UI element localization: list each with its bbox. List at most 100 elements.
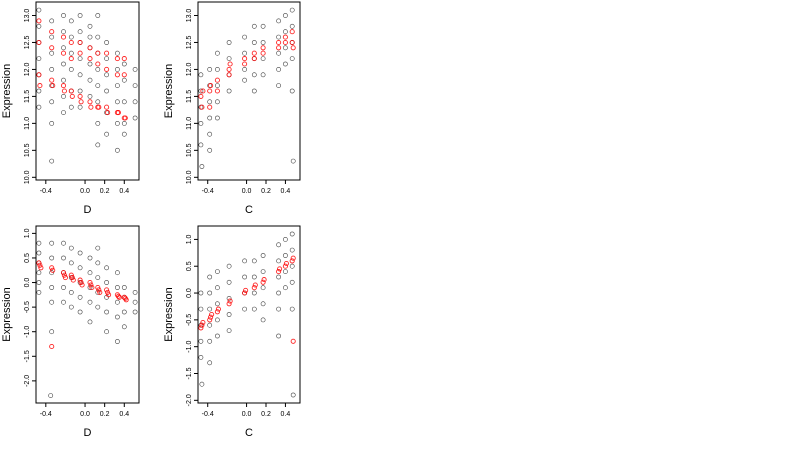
fitted-point xyxy=(49,77,55,83)
data-point xyxy=(251,88,257,94)
data-point xyxy=(132,83,138,88)
fitted-point xyxy=(283,260,289,267)
fitted-point xyxy=(36,260,42,266)
data-point xyxy=(242,34,247,40)
fitted-point xyxy=(199,104,205,110)
data-point xyxy=(207,290,213,296)
data-point xyxy=(68,104,74,110)
data-point xyxy=(260,285,266,291)
y-tick-label: -0.5 xyxy=(24,301,31,313)
fitted-point xyxy=(208,83,214,89)
y-axis-label: Expression xyxy=(1,64,13,118)
data-point xyxy=(282,61,288,67)
fitted-point xyxy=(61,88,67,94)
data-point xyxy=(104,265,109,271)
data-point xyxy=(214,99,220,105)
data-point xyxy=(61,255,66,261)
data-point xyxy=(104,329,109,335)
fitted-point xyxy=(214,77,220,83)
data-point xyxy=(289,23,295,29)
fitted-point xyxy=(50,83,56,89)
data-point xyxy=(49,121,55,126)
data-point xyxy=(49,285,55,290)
data-point xyxy=(207,67,213,72)
y-tick-label: -1.0 xyxy=(186,341,193,353)
data-point xyxy=(276,306,281,312)
data-point xyxy=(61,77,66,83)
x-tick-label: -0.4 xyxy=(202,188,214,195)
data-point xyxy=(77,265,83,271)
data-point xyxy=(251,40,257,45)
data-point xyxy=(251,258,257,264)
fitted-point xyxy=(50,267,56,273)
y-tick-label: 11.5 xyxy=(24,90,31,103)
data-point xyxy=(289,263,295,269)
data-point xyxy=(226,88,232,94)
fitted-point xyxy=(251,285,257,291)
data-point xyxy=(87,34,93,40)
data-point xyxy=(77,72,83,78)
plot-frame xyxy=(35,225,140,404)
fitted-point xyxy=(104,287,110,293)
y-tick-label: 0.0 xyxy=(186,288,193,298)
data-point xyxy=(61,13,66,18)
x-tick-label: 0.4 xyxy=(119,188,129,195)
data-point xyxy=(87,270,93,276)
y-tick-label: 12.0 xyxy=(186,63,193,77)
y-tick-label: 1.0 xyxy=(24,228,31,238)
data-point xyxy=(95,67,101,72)
data-point xyxy=(198,354,204,360)
fitted-point xyxy=(61,272,67,278)
data-point xyxy=(199,164,205,169)
data-point xyxy=(276,67,281,72)
fitted-point xyxy=(199,322,205,328)
data-point xyxy=(49,240,55,246)
data-point xyxy=(198,121,204,126)
data-point xyxy=(276,18,281,24)
data-point xyxy=(198,338,204,344)
data-point xyxy=(289,247,295,253)
fitted-point xyxy=(208,314,214,320)
y-tick-label: 10.0 xyxy=(24,170,31,184)
fitted-point xyxy=(122,115,128,121)
data-point xyxy=(226,263,232,269)
data-point xyxy=(282,45,288,51)
fitted-point xyxy=(104,66,110,72)
data-point xyxy=(207,322,213,328)
fitted-point xyxy=(290,338,296,344)
fitted-point xyxy=(104,104,110,110)
fitted-point xyxy=(89,284,95,291)
x-axis-label: C xyxy=(245,204,253,216)
data-point xyxy=(132,289,138,295)
data-point xyxy=(289,88,295,94)
fitted-point xyxy=(121,72,127,78)
x-tick-label: -0.4 xyxy=(40,188,52,195)
data-point xyxy=(104,56,109,61)
data-point xyxy=(242,77,247,83)
y-tick-label: 1.0 xyxy=(186,234,193,244)
y-tick-label: -0.5 xyxy=(186,314,193,326)
data-point xyxy=(95,83,101,88)
data-point xyxy=(276,258,281,264)
data-point xyxy=(95,304,101,310)
x-tick-label: 0.4 xyxy=(119,411,129,418)
fitted-point xyxy=(96,287,102,293)
data-point xyxy=(132,115,138,121)
data-point xyxy=(242,306,247,312)
data-point xyxy=(49,99,55,105)
data-point xyxy=(289,56,295,61)
fitted-point xyxy=(282,34,288,40)
fitted-point xyxy=(95,61,101,67)
data-point xyxy=(260,301,266,307)
fitted-point xyxy=(60,50,67,56)
data-point xyxy=(36,280,42,285)
data-point xyxy=(132,299,138,305)
fitted-point xyxy=(105,110,111,116)
fitted-point xyxy=(198,93,204,99)
data-point xyxy=(226,328,232,333)
data-point xyxy=(77,104,83,110)
data-point xyxy=(87,94,93,99)
data-point xyxy=(61,61,66,67)
data-point xyxy=(87,285,93,290)
fitted-point xyxy=(200,319,206,326)
